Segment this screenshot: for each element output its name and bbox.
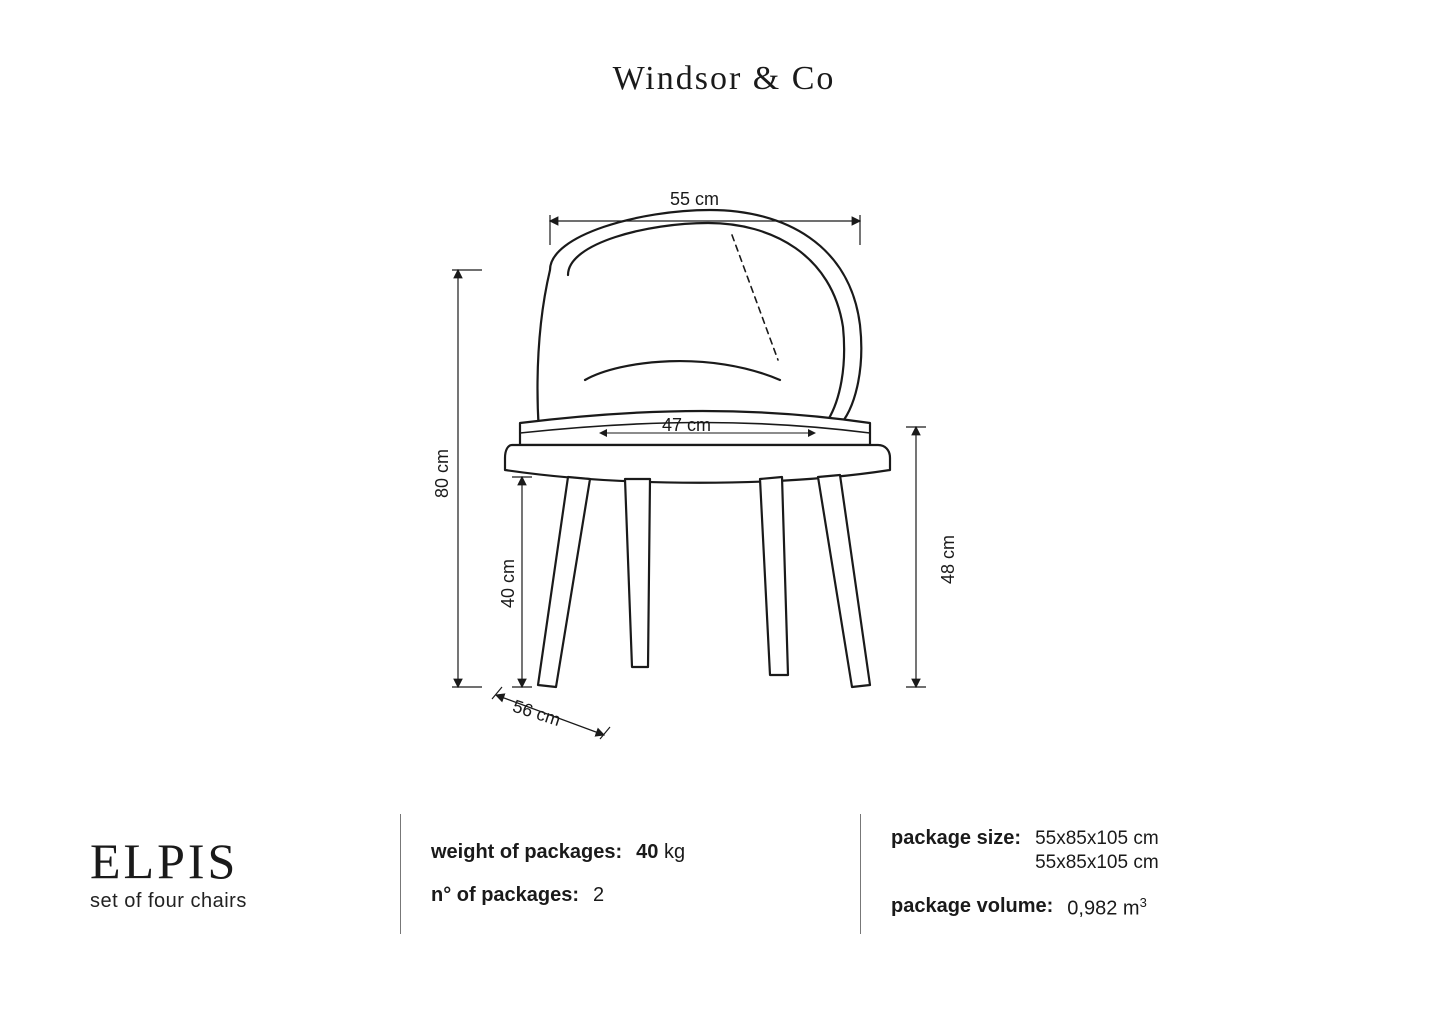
spec-count: n° of packages: 2 [431, 884, 860, 907]
label-width-top: 55 cm [670, 189, 719, 210]
product-block: ELPIS set of four chairs [90, 814, 400, 934]
chair-leg-back-left [625, 479, 650, 667]
product-name: ELPIS [90, 836, 400, 886]
spec-pkg-vol-value: 0,982 m [1067, 898, 1139, 920]
spec-pkg-size-line2: 55x85x105 cm [1035, 851, 1159, 875]
chair-leg-back-right [760, 477, 788, 675]
spec-pkg-volume: package volume: 0,982 m3 [891, 895, 1358, 921]
spec-pkg-size-label: package size: [891, 827, 1021, 850]
chair-svg [400, 175, 960, 755]
spec-weight: weight of packages: 40 kg [431, 841, 860, 864]
spec-count-value: 2 [593, 884, 604, 907]
specs-col-1: weight of packages: 40 kg n° of packages… [400, 814, 860, 934]
label-height-total: 80 cm [432, 449, 453, 498]
chair-leg-front-right [818, 475, 870, 687]
dim-tick [600, 727, 610, 739]
label-seat-height-outer: 48 cm [938, 535, 959, 584]
spec-weight-label: weight of packages: [431, 841, 622, 864]
spec-count-label: n° of packages: [431, 884, 579, 907]
spec-pkg-vol-label: package volume: [891, 895, 1053, 918]
brand-text: Windsor & Co [613, 60, 836, 97]
label-seat-height-inner: 40 cm [498, 559, 519, 608]
spec-pkg-vol-exp: 3 [1140, 895, 1147, 910]
brand-logo: Windsor & Co [0, 60, 1448, 98]
spec-pkg-size: package size: 55x85x105 cm 55x85x105 cm [891, 827, 1358, 875]
footer: ELPIS set of four chairs weight of packa… [90, 814, 1358, 934]
label-seat-width: 47 cm [662, 415, 711, 436]
spec-pkg-size-line1: 55x85x105 cm [1035, 827, 1159, 851]
spec-weight-value: 40 [636, 841, 658, 863]
chair-diagram: 55 cm 80 cm 40 cm 48 cm 47 cm 56 cm [400, 175, 960, 755]
spec-weight-unit: kg [664, 841, 685, 863]
specs-col-2: package size: 55x85x105 cm 55x85x105 cm … [860, 814, 1358, 934]
product-subtitle: set of four chairs [90, 890, 400, 913]
chair-back-outer [538, 210, 862, 443]
chair-leg-front-left [538, 477, 590, 687]
